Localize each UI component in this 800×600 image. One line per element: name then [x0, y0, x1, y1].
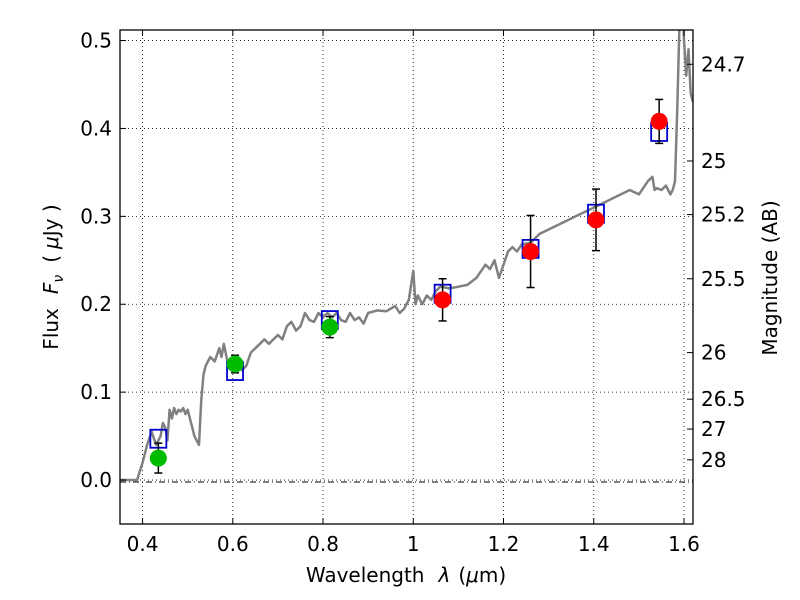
- x-axis-title: Wavelength λ (μm): [306, 563, 506, 587]
- x-tick-label: 1: [407, 532, 420, 556]
- y-tick-label: 0.1: [80, 380, 112, 404]
- magnitude-tick-label: 26: [701, 341, 726, 365]
- y-tick-label: 0.3: [80, 204, 112, 228]
- magnitude-axis-title: Magnitude (AB): [758, 200, 782, 355]
- photometry-points: [149, 98, 669, 474]
- y-tick-label: 0.2: [80, 292, 112, 316]
- y-axis-title: FluxFν(μJy ): [39, 204, 67, 349]
- y-tick-label: 0.5: [80, 29, 112, 53]
- magnitude-tick-label: 27: [701, 417, 726, 441]
- magnitude-axis-ticks: 24.7 25 25.2 25.5 26 26.5 27 28: [687, 52, 746, 472]
- magnitude-tick-label: 25: [701, 149, 726, 173]
- x-tick-label: 1.2: [488, 532, 520, 556]
- observed-flux-point: [650, 112, 668, 130]
- x-tick-label: 1.6: [668, 532, 700, 556]
- observed-flux-point: [587, 211, 605, 229]
- x-tick-label: 0.6: [217, 532, 249, 556]
- model-spectrum: [120, 30, 693, 482]
- model-spectrum-line: [120, 30, 693, 482]
- magnitude-tick-label: 26.5: [701, 387, 746, 411]
- y-tick-label: 0.4: [80, 116, 112, 140]
- magnitude-tick-label: 24.7: [701, 52, 746, 76]
- plot-frame: [119, 29, 694, 525]
- magnitude-tick-label: 25.5: [701, 267, 746, 291]
- observed-flux-point: [522, 243, 540, 261]
- observed-flux-point: [434, 291, 452, 309]
- y-axis-ticks: 0.0 0.1 0.2 0.3 0.4 0.5: [80, 29, 126, 492]
- observed-flux-point: [226, 355, 244, 373]
- y-tick-label: 0.0: [80, 468, 112, 492]
- x-tick-label: 0.8: [307, 532, 339, 556]
- observed-flux-point: [321, 318, 339, 336]
- plot-background: [120, 30, 693, 524]
- x-axis-ticks: 0.4 0.6 0.8 1 1.2 1.4 1.6: [127, 30, 700, 556]
- magnitude-tick-label: 28: [701, 448, 726, 472]
- observed-flux-point: [149, 449, 167, 467]
- magnitude-tick-label: 25.2: [701, 203, 746, 227]
- x-tick-label: 1.4: [578, 532, 610, 556]
- x-tick-label: 0.4: [127, 532, 159, 556]
